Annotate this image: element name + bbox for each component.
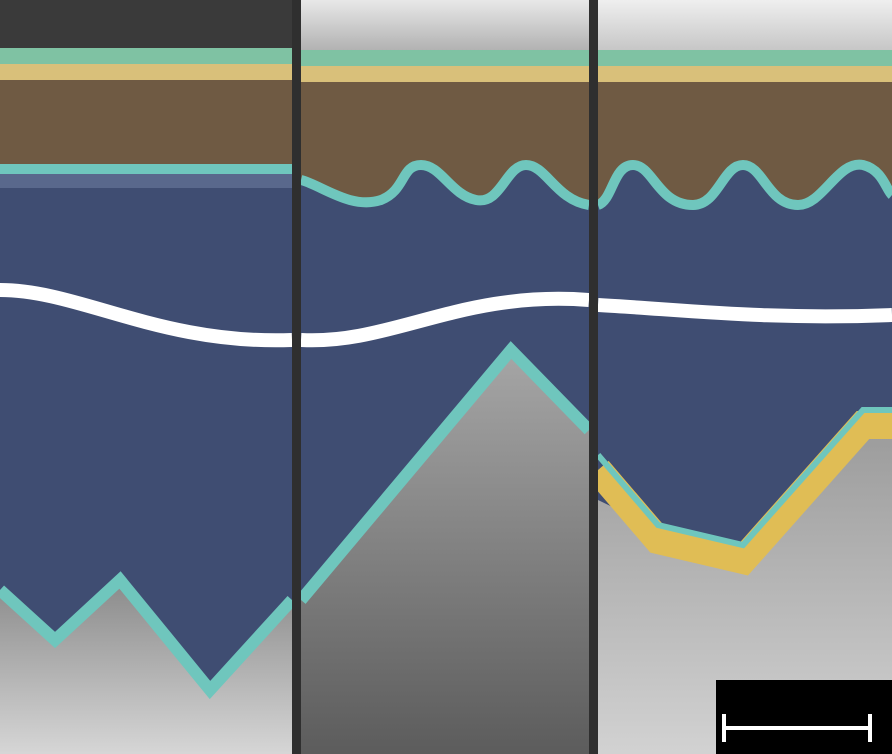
panel-divider-2	[589, 0, 598, 754]
interface-shadow	[0, 174, 292, 188]
textured-substrate	[598, 420, 892, 754]
perovskite-layer	[0, 80, 292, 166]
top-background	[301, 0, 589, 52]
top-contact-layer	[301, 50, 589, 68]
panel-divider-1	[292, 0, 301, 754]
panel-right-svg	[598, 0, 892, 754]
transparent-conductor-wave	[598, 159, 892, 211]
top-contact-layer	[598, 50, 892, 68]
panel-left-svg	[0, 0, 292, 754]
top-background	[598, 0, 892, 52]
gold-layer	[598, 66, 892, 82]
bottom-conductor-line	[301, 341, 589, 604]
gold-layer	[301, 66, 589, 82]
break-line	[0, 283, 292, 348]
break-line	[301, 291, 589, 348]
scale-bar-tick-left	[722, 714, 726, 742]
silicon-absorber	[0, 188, 292, 690]
bottom-conductor-line	[0, 571, 292, 700]
gold-layer	[0, 64, 292, 80]
scale-bar-tick-right	[868, 714, 872, 742]
transparent-conductor-wave	[301, 159, 589, 210]
bottom-gold-layer	[598, 411, 892, 576]
panel-middle-svg	[301, 0, 589, 754]
top-contact-layer	[0, 48, 292, 66]
panel-left	[0, 0, 292, 754]
scale-bar-line	[722, 726, 872, 730]
transparent-conductor-layer	[0, 164, 292, 174]
background-dark	[0, 0, 292, 50]
panel-right	[598, 0, 892, 754]
panel-middle	[301, 0, 589, 754]
bottom-conductor-line	[598, 407, 892, 549]
textured-substrate	[301, 350, 589, 754]
scale-bar	[716, 680, 892, 754]
break-line	[598, 298, 892, 324]
